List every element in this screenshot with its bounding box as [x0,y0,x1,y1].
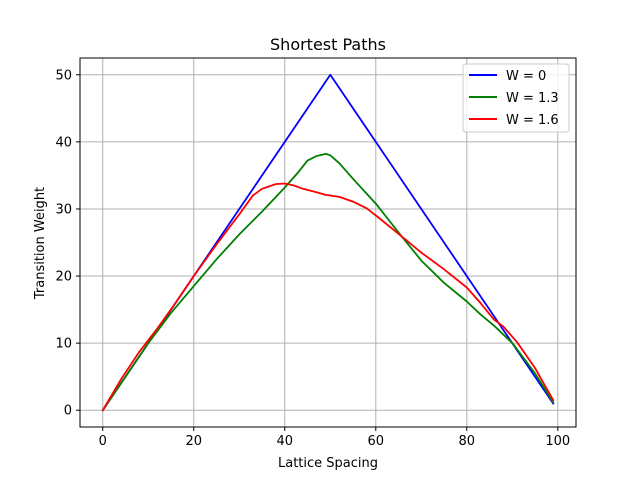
y-tick-label: 0 [64,404,72,419]
x-tick-label: 40 [276,434,293,449]
x-tick-label: 0 [99,434,107,449]
axis-ticks: 0 20 40 60 80 100 0 10 20 30 40 50 [55,68,570,449]
plot-frame [79,57,577,428]
x-tick-label: 60 [368,434,385,449]
legend: W = 0 W = 1.3 W = 1.6 [462,63,570,133]
y-tick-label: 50 [55,68,72,83]
legend-label: W = 0 [506,69,546,84]
y-tick-label: 40 [55,135,72,150]
y-tick-label: 30 [55,202,72,217]
chart-title: Shortest Paths [270,35,386,54]
legend-label: W = 1.3 [506,91,559,106]
series-line-3 [101,182,555,412]
x-axis-label: Lattice Spacing [278,456,378,471]
legend-label: W = 1.6 [506,113,559,128]
x-tick-label: 100 [545,434,570,449]
grid-lines [80,58,576,427]
y-tick-label: 20 [55,270,72,285]
series-line-2 [101,152,555,412]
x-tick-label: 80 [459,434,476,449]
x-tick-label: 20 [185,434,202,449]
legend-box [462,63,570,133]
y-tick-label: 10 [55,337,72,352]
series-layer [101,73,555,412]
y-axis-label: Transition Weight [33,187,48,300]
